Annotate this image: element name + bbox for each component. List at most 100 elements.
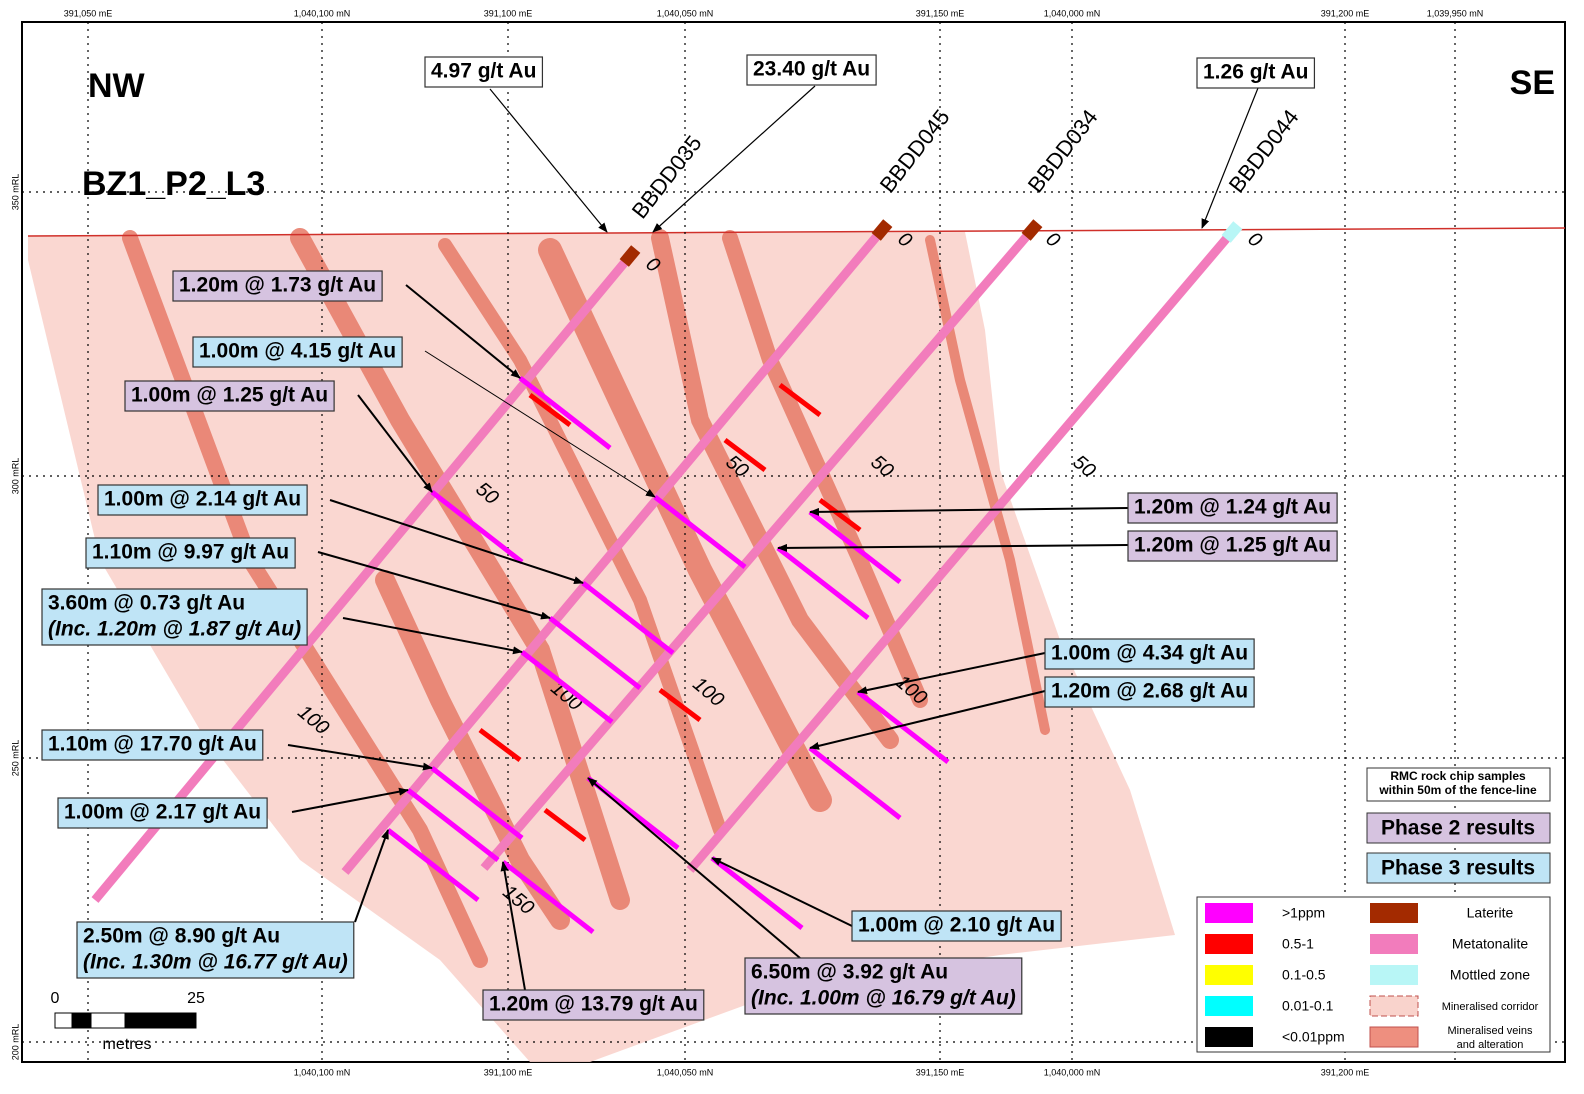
label-box — [1196, 57, 1316, 89]
intercept-label: 1.20m @ 2.68 g/t Au — [1044, 676, 1255, 708]
coordinate-label: 1,040,050 mN — [657, 8, 714, 18]
leader-arrow — [357, 394, 433, 493]
legend-swatch — [1370, 965, 1418, 985]
drill-hole — [341, 227, 886, 875]
intercept-trace — [478, 728, 522, 762]
label-text: (Inc. 1.00m @ 16.79 g/t Au) — [751, 987, 1016, 1010]
surface-line — [27, 227, 1566, 237]
intercept-trace — [518, 376, 612, 450]
label-text: 1.20m @ 13.79 g/t Au — [489, 993, 698, 1016]
leader-arrow — [777, 543, 1129, 552]
leader-arrow — [587, 777, 801, 959]
legend-swatch — [1205, 1027, 1253, 1047]
scale-label: 25 — [187, 990, 205, 1007]
label-box — [85, 537, 296, 569]
collar-marker — [1021, 219, 1043, 241]
direction-label: NW — [88, 67, 146, 105]
leader-arrow — [489, 88, 608, 233]
intercept-trace — [406, 788, 500, 862]
label-text: 1.00m @ 4.34 g/t Au — [1051, 642, 1248, 665]
intercept-label: 1.00m @ 4.15 g/t Au — [192, 336, 403, 368]
elevation-label: 300 mRL — [10, 458, 20, 495]
surface-sample-label: 23.40 g/t Au — [746, 54, 877, 86]
legend-text: Mineralised corridor — [1442, 1001, 1539, 1013]
coordinate-label: 391,200 mE — [1321, 8, 1370, 18]
intercept-trace — [528, 393, 572, 427]
coordinate-label: 1,040,050 mN — [657, 1067, 714, 1077]
leader-arrow — [287, 744, 433, 771]
scale-segment — [54, 1012, 73, 1029]
label-box — [57, 797, 268, 829]
intercept-trace — [808, 746, 902, 820]
coordinate-label: 391,050 mE — [64, 8, 113, 18]
label-text: (Inc. 1.20m @ 1.87 g/t Au) — [48, 618, 301, 641]
intercept-trace — [548, 616, 642, 690]
label-text: 1.20m @ 1.24 g/t Au — [1134, 496, 1331, 519]
label-text: (Inc. 1.30m @ 16.77 g/t Au) — [83, 951, 348, 974]
label-box — [851, 910, 1062, 942]
legend-text: <0.01ppm — [1282, 1029, 1345, 1045]
note-box — [1366, 767, 1551, 802]
label-box — [97, 484, 308, 516]
intercept-label: 1.00m @ 1.25 g/t Au — [124, 380, 335, 412]
legend-swatch — [1370, 934, 1418, 954]
label-text: 1.20m @ 2.68 g/t Au — [1051, 680, 1248, 703]
intercept-trace — [386, 828, 480, 902]
label-box — [1127, 492, 1338, 524]
legend-text: Mottled zone — [1450, 967, 1530, 983]
intercept-label: 1.10m @ 9.97 g/t Au — [85, 537, 296, 569]
scale-segment — [90, 1012, 126, 1029]
label-text: 1.00m @ 2.10 g/t Au — [858, 914, 1055, 937]
phase-key-text: Phase 3 results — [1381, 857, 1535, 880]
leader-arrow — [711, 857, 853, 927]
intercept-label: 1.00m @ 4.34 g/t Au — [1044, 638, 1255, 670]
leader-arrow — [329, 499, 584, 584]
intercept-label: 2.50m @ 8.90 g/t Au (Inc. 1.30m @ 16.77 g… — [76, 921, 355, 979]
label-box — [41, 588, 308, 646]
coordinate-label: 391,200 mE — [1321, 1067, 1370, 1077]
label-text: 1.00m @ 2.14 g/t Au — [104, 488, 301, 511]
intercept-label: 1.20m @ 13.79 g/t Au — [482, 989, 705, 1021]
coordinate-label: 1,040,000 mN — [1044, 8, 1101, 18]
coordinate-label: 391,100 mE — [484, 8, 533, 18]
intercept-trace — [520, 650, 614, 724]
label-box — [124, 380, 335, 412]
legend-swatch — [1205, 965, 1253, 985]
coordinate-label: 1,040,000 mN — [1044, 1067, 1101, 1077]
surface-sample-label: 4.97 g/t Au — [424, 56, 544, 88]
leader-arrow — [424, 350, 656, 498]
label-text: 1.00m @ 2.17 g/t Au — [64, 801, 261, 824]
elevation-label: 250 mRL — [10, 740, 20, 777]
label-text: 1.00m @ 1.25 g/t Au — [131, 384, 328, 407]
intercept-trace — [430, 490, 524, 564]
legend-swatch — [1205, 903, 1253, 923]
intercept-trace — [856, 690, 950, 764]
legend-swatch — [1205, 996, 1253, 1016]
legend-text: and alteration — [1457, 1039, 1524, 1051]
label-box — [192, 336, 403, 368]
collar-marker — [619, 245, 641, 267]
coordinate-label: 391,150 mE — [916, 8, 965, 18]
leader-arrow — [354, 829, 389, 923]
scale-label: 0 — [51, 990, 60, 1007]
label-text: 2.50m @ 8.90 g/t Au — [83, 925, 280, 948]
coordinate-label: 1,040,100 mN — [294, 1067, 351, 1077]
intercept-trace — [543, 808, 587, 842]
phase-key-box — [1366, 812, 1551, 844]
phase-key-text: Phase 2 results — [1381, 817, 1535, 840]
intercept-label: 1.00m @ 2.14 g/t Au — [97, 484, 308, 516]
leader-arrow — [1201, 87, 1259, 229]
coordinate-label: 391,150 mE — [916, 1067, 965, 1077]
intercept-trace — [710, 856, 804, 930]
legend-text: 0.5-1 — [1282, 936, 1314, 952]
intercept-label: 1.00m @ 2.17 g/t Au — [57, 797, 268, 829]
leader-arrow — [317, 551, 551, 620]
legend-text: Mineralised veins — [1448, 1025, 1533, 1037]
legend-swatch — [1205, 934, 1253, 954]
grid — [22, 22, 1565, 1062]
note-text: within 50m of the fence-line — [1378, 783, 1537, 797]
leader-arrow — [809, 690, 1046, 750]
label-box — [76, 921, 355, 979]
legend-swatch — [1369, 995, 1419, 1017]
